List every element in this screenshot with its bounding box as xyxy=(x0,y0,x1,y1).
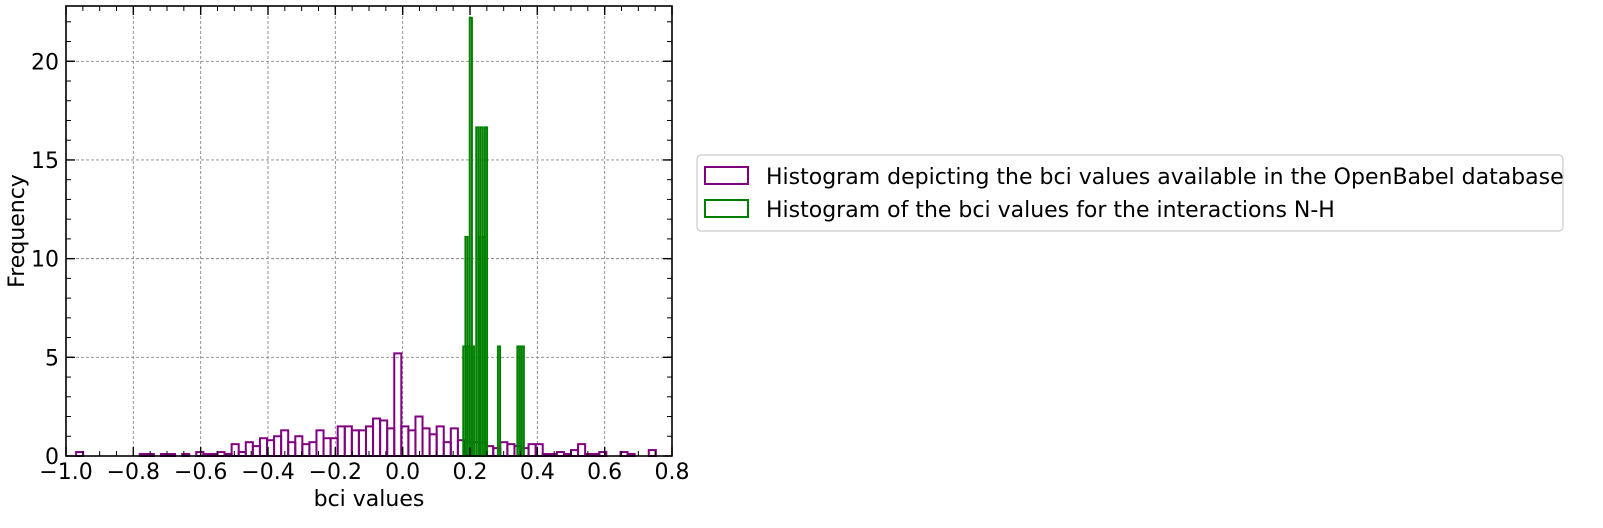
x-tick-label: −0.6 xyxy=(174,460,227,485)
histogram-bar xyxy=(435,425,445,458)
legend-label-openbabel: Histogram depicting the bci values avail… xyxy=(766,165,1564,190)
histogram-bar xyxy=(230,443,240,458)
histogram-bar xyxy=(386,427,396,457)
histogram-bar xyxy=(372,417,382,457)
x-tick-label: −0.8 xyxy=(107,460,160,485)
histogram-bar xyxy=(357,429,367,457)
histogram-bar xyxy=(428,433,438,457)
histogram-bar xyxy=(329,437,339,458)
histogram-bar xyxy=(421,427,431,457)
grid xyxy=(66,6,672,456)
histogram-bar xyxy=(570,449,580,458)
x-tick-labels: −1.0 −0.8 −0.6 −0.4 −0.2 0.0 0.2 0.4 0.6 0.8 xyxy=(39,460,689,485)
histogram-bar xyxy=(343,425,353,458)
histogram-bar xyxy=(244,441,254,457)
series-layer xyxy=(75,16,657,458)
histogram-bar xyxy=(336,425,346,458)
axis-ticks xyxy=(65,6,673,457)
histogram-bar xyxy=(315,429,325,457)
x-tick-label: 0.0 xyxy=(385,460,420,485)
legend-label-nh: Histogram of the bci values for the inte… xyxy=(766,198,1335,223)
histogram-bar xyxy=(379,419,389,458)
y-tick-label: 10 xyxy=(31,248,59,273)
series-0 xyxy=(75,352,657,458)
legend-swatch-openbabel xyxy=(704,166,749,185)
histogram-bar xyxy=(308,441,318,457)
x-tick-label: 0.2 xyxy=(453,460,488,485)
histogram-bar xyxy=(577,443,587,458)
legend-swatch-nh xyxy=(704,199,749,218)
histogram-bar xyxy=(520,345,525,458)
histogram-bar xyxy=(350,429,360,457)
x-tick-label: 0.8 xyxy=(655,460,690,485)
histogram-bar xyxy=(483,126,489,457)
histogram-bar xyxy=(496,345,502,458)
y-tick-labels: 0 5 10 15 20 xyxy=(31,50,59,470)
histogram-bar xyxy=(449,427,459,457)
legend-box xyxy=(696,154,1564,232)
x-tick-label: 0.4 xyxy=(520,460,555,485)
y-tick-label: 0 xyxy=(45,445,59,470)
histogram-bar xyxy=(527,443,537,458)
histogram-bar xyxy=(506,443,516,458)
x-tick-label: 0.6 xyxy=(587,460,622,485)
y-tick-label: 5 xyxy=(45,346,59,371)
x-tick-label: −1.0 xyxy=(39,460,92,485)
x-axis-label: bci values xyxy=(314,487,425,512)
histogram-bar xyxy=(364,425,375,458)
histogram-bar xyxy=(251,445,261,458)
histogram-bar xyxy=(442,441,452,457)
plot-frame xyxy=(65,5,673,457)
histogram-bar xyxy=(414,415,424,457)
x-tick-label: −0.4 xyxy=(241,460,294,485)
x-tick-label: −0.2 xyxy=(309,460,362,485)
histogram-bar xyxy=(287,441,297,457)
histogram-bar xyxy=(258,437,268,458)
histogram-bar xyxy=(407,429,417,457)
histogram-bar xyxy=(273,435,283,457)
histogram-bar xyxy=(470,345,476,458)
y-axis-label: Frequency xyxy=(5,174,30,288)
histogram-bar xyxy=(301,443,311,458)
histogram-bar xyxy=(393,352,403,457)
legend: Histogram depicting the bci values avail… xyxy=(696,154,1564,232)
histogram-bar xyxy=(322,437,332,458)
y-tick-label: 20 xyxy=(31,50,59,75)
y-tick-label: 15 xyxy=(31,149,59,174)
series-1 xyxy=(462,16,525,458)
